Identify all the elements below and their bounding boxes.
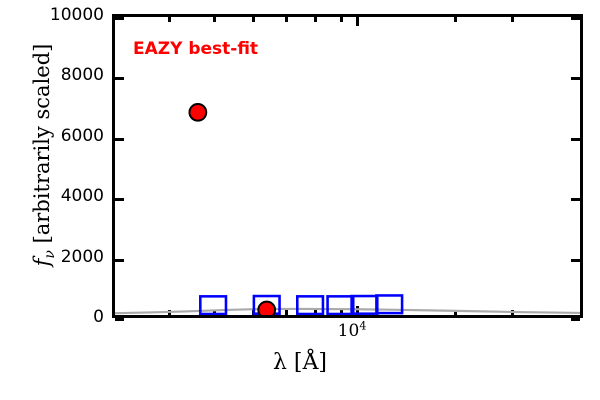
- y-tick-label-group: 10000 8000 6000 4000 2000 0: [0, 0, 104, 400]
- x-minor-tick-top: [285, 17, 288, 22]
- data-series-svg: [115, 103, 580, 315]
- y-tick-label: 10000: [49, 5, 104, 25]
- x-minor-tick: [340, 310, 343, 315]
- x-minor-tick-top: [168, 17, 171, 22]
- y-major-tick: [115, 198, 124, 201]
- y-major-tick-right: [571, 138, 580, 141]
- observed-photometry-point: [257, 300, 277, 315]
- observed-photometry-point: [188, 103, 208, 122]
- y-major-tick-right: [571, 318, 580, 321]
- x-minor-tick: [285, 310, 288, 315]
- data-layer: [115, 17, 580, 315]
- y-major-tick-right: [571, 17, 580, 20]
- y-major-tick: [115, 318, 124, 321]
- y-major-tick: [115, 77, 124, 80]
- x-tick-label-10e4: 104: [337, 319, 367, 341]
- y-tick-label: 0: [93, 307, 104, 327]
- y-major-tick-right: [571, 77, 580, 80]
- y-tick-label: 4000: [60, 186, 104, 206]
- x-minor-tick: [314, 310, 317, 315]
- model-photometry-square: [350, 294, 379, 315]
- x-minor-tick-top: [454, 17, 457, 22]
- y-major-tick: [115, 259, 124, 262]
- y-tick-label: 6000: [60, 126, 104, 146]
- y-tick-label: 2000: [60, 247, 104, 267]
- best-fit-model-spectrum-line: [115, 307, 580, 315]
- model-photometry-square: [199, 295, 228, 315]
- model-photometry-square: [326, 295, 355, 315]
- x-axis-title: λ [Å]: [273, 350, 327, 375]
- observed-photometry-points: [188, 103, 277, 315]
- y-major-tick: [115, 138, 124, 141]
- model-photometry-squares: [199, 294, 404, 315]
- x-minor-tick: [454, 310, 457, 315]
- model-photometry-square: [375, 294, 404, 315]
- y-major-tick-right: [571, 259, 580, 262]
- x-major-tick: [356, 306, 359, 315]
- x-minor-tick-top: [511, 17, 514, 22]
- x-minor-tick: [213, 310, 216, 315]
- x-minor-tick-top: [252, 17, 255, 22]
- plot-area: EAZY best-fit: [112, 14, 583, 321]
- model-photometry-square: [295, 295, 325, 315]
- y-tick-label: 8000: [60, 65, 104, 85]
- x-minor-tick-top: [213, 17, 216, 22]
- x-minor-tick-top: [314, 17, 317, 22]
- x-minor-tick-top: [340, 17, 343, 22]
- y-major-tick: [115, 17, 124, 20]
- x-major-tick-top: [356, 17, 359, 26]
- y-major-tick-right: [571, 198, 580, 201]
- eazy-best-fit-annotation: EAZY best-fit: [133, 39, 259, 59]
